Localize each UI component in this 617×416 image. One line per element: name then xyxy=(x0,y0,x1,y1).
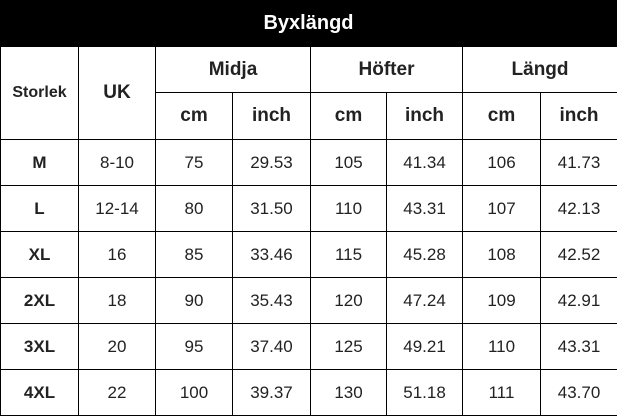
table-cell: Midja xyxy=(156,47,311,93)
chart-title: Byxlängd xyxy=(0,0,617,46)
table-cell: 43.31 xyxy=(541,324,617,370)
table-cell: 41.34 xyxy=(387,140,463,186)
table-cell: 16 xyxy=(79,232,156,278)
table-cell: 12-14 xyxy=(79,186,156,232)
table-cell: cm xyxy=(311,93,387,140)
table-cell: 105 xyxy=(311,140,387,186)
table-cell: 31.50 xyxy=(233,186,311,232)
table-cell: 43.31 xyxy=(387,186,463,232)
table-cell: 22 xyxy=(79,370,156,416)
table-cell: L xyxy=(1,186,79,232)
table-cell: 35.43 xyxy=(233,278,311,324)
table-cell: 4XL xyxy=(1,370,79,416)
table-cell: 8-10 xyxy=(79,140,156,186)
table-cell: 20 xyxy=(79,324,156,370)
table-cell: 108 xyxy=(463,232,541,278)
table-cell: 18 xyxy=(79,278,156,324)
table-cell: 115 xyxy=(311,232,387,278)
table-cell: 42.52 xyxy=(541,232,617,278)
table-cell: 106 xyxy=(463,140,541,186)
table-cell: Höfter xyxy=(311,47,463,93)
table-cell: 42.91 xyxy=(541,278,617,324)
table-cell: 107 xyxy=(463,186,541,232)
table-cell: 95 xyxy=(156,324,233,370)
table-cell: 110 xyxy=(311,186,387,232)
table-cell: Storlek xyxy=(1,47,79,140)
table-cell: 37.40 xyxy=(233,324,311,370)
table-cell: 100 xyxy=(156,370,233,416)
table-cell: 39.37 xyxy=(233,370,311,416)
table-cell: 49.21 xyxy=(387,324,463,370)
table-cell: 33.46 xyxy=(233,232,311,278)
table-cell: inch xyxy=(387,93,463,140)
table-cell: 90 xyxy=(156,278,233,324)
table-cell: 109 xyxy=(463,278,541,324)
table-cell: 125 xyxy=(311,324,387,370)
table-cell: 51.18 xyxy=(387,370,463,416)
table-cell: 110 xyxy=(463,324,541,370)
table-cell: 85 xyxy=(156,232,233,278)
table-cell: M xyxy=(1,140,79,186)
table-cell: XL xyxy=(1,232,79,278)
table-cell: inch xyxy=(541,93,617,140)
table-cell: 111 xyxy=(463,370,541,416)
table-cell: cm xyxy=(156,93,233,140)
table-cell: 43.70 xyxy=(541,370,617,416)
table-cell: 120 xyxy=(311,278,387,324)
table-cell: 45.28 xyxy=(387,232,463,278)
table-cell: 42.13 xyxy=(541,186,617,232)
table-cell: 47.24 xyxy=(387,278,463,324)
table-cell: Längd xyxy=(463,47,617,93)
table-cell: 29.53 xyxy=(233,140,311,186)
table-cell: cm xyxy=(463,93,541,140)
table-cell: 75 xyxy=(156,140,233,186)
table-cell: 41.73 xyxy=(541,140,617,186)
table-cell: 130 xyxy=(311,370,387,416)
table-cell: UK xyxy=(79,47,156,140)
table-cell: 3XL xyxy=(1,324,79,370)
table-cell: 80 xyxy=(156,186,233,232)
table-cell: inch xyxy=(233,93,311,140)
table-cell: 2XL xyxy=(1,278,79,324)
